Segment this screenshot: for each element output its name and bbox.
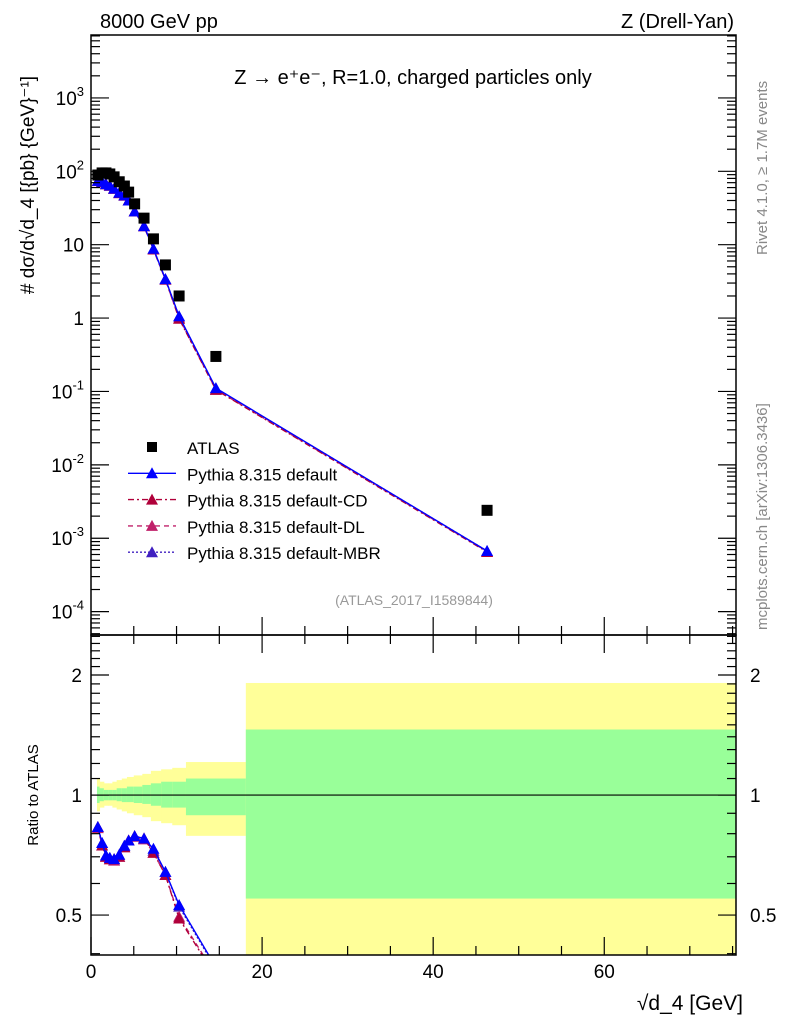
ratio-point: [210, 971, 222, 982]
ratio-tick-label-right: 0.5: [750, 906, 776, 927]
analysis-tag: (ATLAS_2017_I1589844): [335, 592, 493, 608]
legend-marker-triangle: [146, 546, 158, 558]
axes: 10-4 10-3 10-2 10-1 1 10 102 103 0 20 40 60 0.5 0.5 1 1…: [51, 34, 776, 983]
y-tick-label: 10-4: [51, 598, 84, 624]
ratio-point: [210, 961, 222, 972]
y-tick-label: 103: [56, 84, 84, 110]
ratio-tick-label: 0.5: [56, 906, 82, 927]
mc-point: [159, 273, 172, 285]
ratio-tick-label: 1: [71, 786, 82, 807]
ratio-point: [173, 898, 186, 910]
ratio-point: [147, 842, 160, 854]
ratio-point: [128, 830, 141, 842]
mc-point: [209, 382, 222, 394]
y-tick-label: 10: [63, 236, 84, 257]
stat-uncertainty-band: [142, 784, 152, 804]
legend-marker-triangle: [146, 467, 158, 479]
ratio-point: [210, 969, 222, 980]
ratio-point: [481, 1013, 493, 1024]
mc-point: [173, 310, 186, 322]
atlas-data-point: [147, 233, 159, 245]
atlas-data-point: [481, 504, 493, 516]
legend-label: Pythia 8.315 default: [187, 465, 338, 484]
legend-label: ATLAS: [187, 439, 240, 458]
y-tick-label: 10-3: [51, 524, 84, 550]
ratio-point: [481, 1010, 493, 1021]
x-tick-label: 20: [252, 962, 273, 983]
atlas-data-point: [129, 198, 141, 210]
ratio-tick-label: 2: [71, 666, 82, 687]
legend-label: Pythia 8.315 default-MBR: [187, 544, 381, 563]
ratio-point: [96, 837, 109, 849]
atlas-data-point: [173, 290, 185, 302]
stat-uncertainty-band: [126, 786, 135, 803]
y-tick-label: 102: [56, 157, 84, 183]
ratio-point: [159, 865, 172, 877]
x-tick-label: 60: [594, 962, 615, 983]
x-axis-label: √d_4 [GeV]: [637, 992, 743, 1015]
ratio-tick-label-right: 2: [750, 666, 761, 687]
header-right: Z (Drell-Yan): [621, 11, 734, 33]
ratio-axis-label: Ratio to ATLAS: [25, 744, 42, 845]
mc-point: [128, 205, 141, 217]
atlas-data-point: [210, 350, 222, 362]
plot-title: Z → e⁺e⁻, R=1.0, charged particles only: [234, 67, 591, 89]
atlas-data-point: [118, 180, 130, 192]
ratio-tick-label-right: 1: [750, 786, 761, 807]
header-left: 8000 GeV pp: [100, 11, 218, 33]
ratio-series: [91, 820, 493, 1024]
stat-uncertainty-band: [185, 778, 247, 816]
legend-marker-triangle: [146, 493, 158, 505]
ratio-point: [173, 912, 186, 924]
legend-label: Pythia 8.315 default-DL: [187, 518, 365, 537]
x-tick-label: 40: [423, 962, 444, 983]
ratio-point: [113, 848, 126, 860]
y-tick-label: 10-1: [51, 377, 84, 403]
mc-point: [481, 544, 494, 556]
ratio-point: [91, 820, 104, 832]
ratio-point: [122, 834, 135, 846]
side-note-mcplots: mcplots.cern.ch [arXiv:1306.3436]: [754, 403, 771, 630]
atlas-data-point: [159, 259, 171, 271]
side-note-rivet: Rivet 4.1.0, ≥ 1.7M events: [754, 81, 771, 255]
stat-uncertainty-band: [245, 729, 736, 899]
ratio-bands: [91, 682, 736, 955]
mc-point: [138, 220, 151, 232]
atlas-data-point: [138, 212, 150, 224]
main-series: [91, 167, 494, 557]
legend-marker-square: [147, 442, 157, 452]
legend: ATLAS Pythia 8.315 default Pythia 8.315 de…: [128, 439, 381, 563]
ratio-point: [210, 963, 222, 974]
ratio-point: [481, 1015, 493, 1024]
y-tick-label: 1: [73, 309, 84, 330]
mc-point: [147, 242, 160, 254]
legend-label: Pythia 8.315 default-CD: [187, 492, 368, 511]
x-tick-label: 0: [86, 962, 97, 983]
y-axis-label: # dσ/d√d_4 [{pb} {GeV}⁻¹]: [18, 76, 39, 294]
legend-marker-triangle: [146, 519, 158, 531]
y-tick-label: 10-2: [51, 451, 84, 477]
ratio-point: [481, 1010, 493, 1021]
ratio-point: [138, 832, 151, 844]
atlas-data-point: [123, 186, 135, 198]
